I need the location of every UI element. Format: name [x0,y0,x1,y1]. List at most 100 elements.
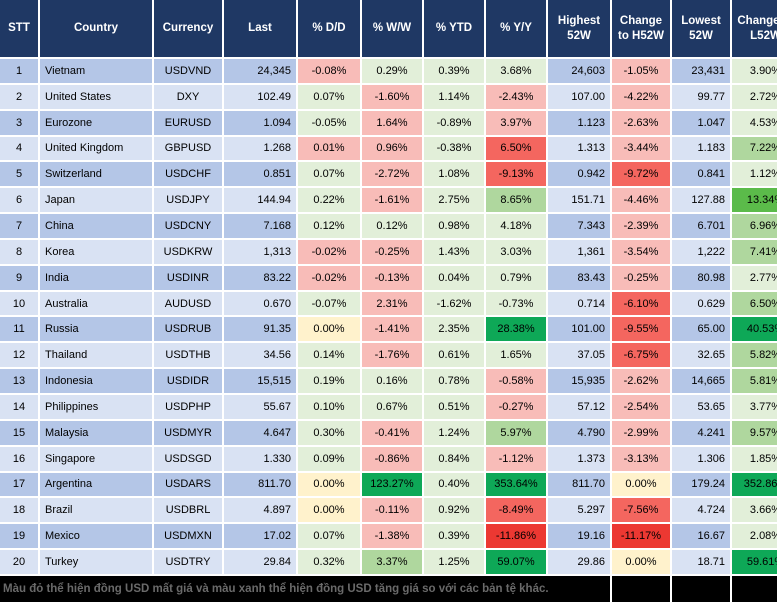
cell-ytd[interactable]: 0.61% [424,343,484,368]
cell-ytd[interactable]: 1.08% [424,162,484,187]
cell-h52[interactable]: 24,603 [548,59,610,83]
cell-ytd[interactable]: -0.89% [424,110,484,135]
cell-currency[interactable]: USDCHF [154,162,222,187]
cell-yy[interactable]: -11.86% [486,524,546,549]
cell-chg_l[interactable]: 59.61% [732,550,777,574]
cell-ytd[interactable]: 0.84% [424,446,484,471]
cell-chg_h[interactable]: -9.72% [612,162,670,187]
cell-last[interactable]: 1.268 [224,136,296,161]
cell-chg_h[interactable]: -7.56% [612,498,670,523]
cell-chg_h[interactable]: -2.62% [612,369,670,393]
cell-dd[interactable]: 0.00% [298,317,360,342]
cell-h52[interactable]: 0.714 [548,291,610,316]
cell-yy[interactable]: 1.65% [486,343,546,368]
cell-chg_h[interactable]: -2.54% [612,394,670,419]
cell-country[interactable]: China [40,214,152,238]
cell-yy[interactable]: 8.65% [486,188,546,213]
cell-country[interactable]: Australia [40,291,152,316]
cell-currency[interactable]: GBPUSD [154,136,222,161]
cell-l52[interactable]: 6.701 [672,214,730,238]
cell-ww[interactable]: -1.61% [362,188,422,213]
cell-yy[interactable]: 59.07% [486,550,546,574]
cell-dd[interactable]: 0.22% [298,188,360,213]
cell-currency[interactable]: USDTRY [154,550,222,574]
cell-h52[interactable]: 811.70 [548,472,610,497]
cell-h52[interactable]: 7.343 [548,214,610,238]
cell-yy[interactable]: -8.49% [486,498,546,523]
cell-ww[interactable]: -0.41% [362,420,422,445]
cell-ww[interactable]: -1.76% [362,343,422,368]
cell-stt[interactable]: 6 [0,188,38,213]
cell-dd[interactable]: 0.30% [298,420,360,445]
cell-l52[interactable]: 0.841 [672,162,730,187]
cell-chg_h[interactable]: -2.39% [612,214,670,238]
cell-yy[interactable]: 6.50% [486,136,546,161]
cell-ytd[interactable]: 0.92% [424,498,484,523]
cell-yy[interactable]: -0.58% [486,369,546,393]
cell-country[interactable]: Korea [40,239,152,264]
cell-chg_h[interactable]: -4.22% [612,84,670,109]
cell-yy[interactable]: -0.27% [486,394,546,419]
cell-yy[interactable]: -9.13% [486,162,546,187]
cell-stt[interactable]: 20 [0,550,38,574]
cell-country[interactable]: Russia [40,317,152,342]
cell-stt[interactable]: 14 [0,394,38,419]
cell-chg_l[interactable]: 3.66% [732,498,777,523]
cell-yy[interactable]: -1.12% [486,446,546,471]
cell-h52[interactable]: 15,935 [548,369,610,393]
cell-last[interactable]: 102.49 [224,84,296,109]
cell-ww[interactable]: 0.12% [362,214,422,238]
cell-dd[interactable]: 0.00% [298,498,360,523]
cell-chg_h[interactable]: -4.46% [612,188,670,213]
cell-last[interactable]: 34.56 [224,343,296,368]
cell-ytd[interactable]: 0.78% [424,369,484,393]
cell-last[interactable]: 1.330 [224,446,296,471]
cell-yy[interactable]: 353.64% [486,472,546,497]
cell-chg_l[interactable]: 2.77% [732,265,777,290]
cell-chg_l[interactable]: 1.85% [732,446,777,471]
cell-dd[interactable]: -0.02% [298,265,360,290]
cell-currency[interactable]: USDINR [154,265,222,290]
cell-currency[interactable]: USDCNY [154,214,222,238]
cell-l52[interactable]: 1,222 [672,239,730,264]
cell-dd[interactable]: -0.08% [298,59,360,83]
cell-last[interactable]: 83.22 [224,265,296,290]
cell-stt[interactable]: 15 [0,420,38,445]
cell-currency[interactable]: AUDUSD [154,291,222,316]
cell-chg_l[interactable]: 7.22% [732,136,777,161]
cell-ww[interactable]: 123.27% [362,472,422,497]
cell-l52[interactable]: 127.88 [672,188,730,213]
cell-chg_h[interactable]: -1.05% [612,59,670,83]
cell-ytd[interactable]: -0.38% [424,136,484,161]
cell-yy[interactable]: 4.18% [486,214,546,238]
cell-chg_l[interactable]: 6.50% [732,291,777,316]
cell-h52[interactable]: 0.942 [548,162,610,187]
cell-country[interactable]: India [40,265,152,290]
cell-country[interactable]: Argentina [40,472,152,497]
cell-chg_l[interactable]: 40.53% [732,317,777,342]
cell-country[interactable]: Eurozone [40,110,152,135]
cell-ytd[interactable]: 0.39% [424,59,484,83]
cell-chg_l[interactable]: 2.08% [732,524,777,549]
cell-stt[interactable]: 10 [0,291,38,316]
cell-country[interactable]: Japan [40,188,152,213]
cell-last[interactable]: 0.851 [224,162,296,187]
cell-chg_h[interactable]: -3.13% [612,446,670,471]
cell-dd[interactable]: -0.07% [298,291,360,316]
cell-dd[interactable]: 0.19% [298,369,360,393]
cell-l52[interactable]: 1.047 [672,110,730,135]
cell-ytd[interactable]: -1.62% [424,291,484,316]
cell-currency[interactable]: USDKRW [154,239,222,264]
cell-last[interactable]: 811.70 [224,472,296,497]
cell-currency[interactable]: USDMXN [154,524,222,549]
cell-last[interactable]: 15,515 [224,369,296,393]
cell-last[interactable]: 1,313 [224,239,296,264]
cell-stt[interactable]: 17 [0,472,38,497]
cell-ww[interactable]: -1.38% [362,524,422,549]
cell-stt[interactable]: 2 [0,84,38,109]
cell-chg_h[interactable]: -3.54% [612,239,670,264]
cell-stt[interactable]: 19 [0,524,38,549]
cell-l52[interactable]: 32.65 [672,343,730,368]
cell-l52[interactable]: 18.71 [672,550,730,574]
cell-dd[interactable]: 0.00% [298,472,360,497]
